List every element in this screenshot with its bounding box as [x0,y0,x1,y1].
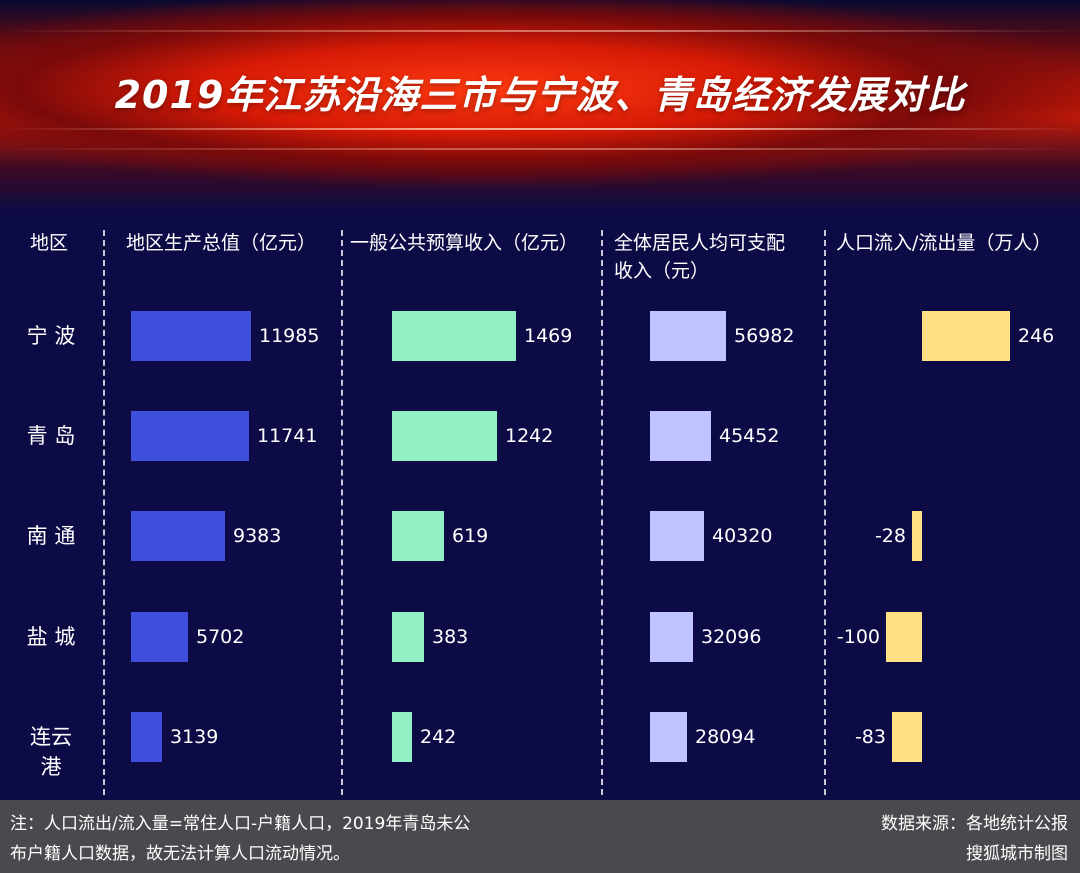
column-header-income: 全体居民人均可支配 收入（元） [614,229,785,285]
bar-gdp [131,712,162,762]
bar-population [912,511,922,561]
value-label-income: 56982 [734,325,795,347]
divider-3 [601,230,603,795]
value-label-income: 45452 [719,425,780,447]
divider-1 [103,230,105,795]
header-banner: 2019年江苏沿海三市与宁波、青岛经济发展对比 [0,0,1080,212]
value-label-budget: 242 [420,726,457,748]
region-label: 连云港 [30,725,72,779]
column-header-income-line2: 收入（元） [614,260,710,282]
bar-population [886,612,922,662]
region-label: 宁 波 [26,324,76,348]
bar-income [650,612,693,662]
bar-gdp [131,411,249,461]
value-label-population: -83 [854,726,886,748]
bar-budget [392,511,444,561]
value-label-population: -100 [836,626,880,648]
bar-income [650,712,687,762]
value-label-income: 28094 [695,726,756,748]
value-label-income: 32096 [701,626,762,648]
chart-title: 2019年江苏沿海三市与宁波、青岛经济发展对比 [114,73,966,117]
value-label-budget: 1242 [505,425,554,447]
value-label-gdp: 11985 [259,325,320,347]
bar-income [650,511,704,561]
footnote-line-1: 注：人口流出/流入量=常住人口-户籍人口，2019年青岛未公 [10,814,471,834]
footnote-line-2: 布户籍人口数据，故无法计算人口流动情况。 [10,844,350,864]
divider-4 [824,230,826,795]
value-label-income: 40320 [712,525,773,547]
value-label-gdp: 3139 [170,726,219,748]
value-label-budget: 1469 [524,325,573,347]
bar-income [650,311,726,361]
value-label-population: 246 [1018,325,1055,347]
value-label-gdp: 11741 [257,425,318,447]
bar-population [922,311,1010,361]
data-source: 数据来源：各地统计公报 [881,814,1068,834]
bar-population [892,712,922,762]
value-label-gdp: 5702 [196,626,245,648]
value-label-budget: 383 [432,626,469,648]
value-label-budget: 619 [452,525,489,547]
footer: 注：人口流出/流入量=常住人口-户籍人口，2019年青岛未公 布户籍人口数据，故… [0,800,1080,873]
bar-gdp [131,612,188,662]
credit: 搜狐城市制图 [966,844,1068,864]
column-header-population: 人口流入/流出量（万人） [836,232,1052,254]
bar-budget [392,612,424,662]
divider-2 [341,230,343,795]
column-header-income-line1: 全体居民人均可支配 [614,232,786,254]
bar-budget [392,411,497,461]
region-label: 盐 城 [26,625,76,649]
bar-income [650,411,711,461]
bar-gdp [131,311,251,361]
bar-budget [392,311,516,361]
region-label: 南 通 [26,524,76,548]
bar-budget [392,712,412,762]
bar-gdp [131,511,225,561]
value-label-population: -28 [874,525,906,547]
value-label-gdp: 9383 [233,525,282,547]
row-header: 地区 [30,232,69,254]
column-header-gdp: 地区生产总值（亿元） [126,232,317,254]
column-header-budget: 一般公共预算收入（亿元） [350,232,579,254]
region-label: 青 岛 [26,424,76,448]
